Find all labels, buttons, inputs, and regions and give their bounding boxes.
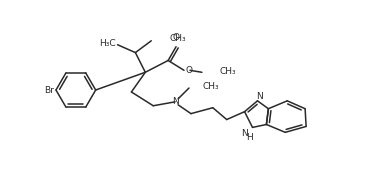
Text: N: N	[256, 92, 263, 101]
Text: CH₃: CH₃	[169, 34, 186, 43]
Text: H: H	[246, 133, 253, 142]
Text: N: N	[241, 129, 248, 138]
Text: N: N	[172, 97, 178, 106]
Text: Br: Br	[44, 85, 54, 94]
Text: O: O	[172, 33, 180, 42]
Text: CH₃: CH₃	[203, 82, 220, 90]
Text: CH₃: CH₃	[220, 67, 236, 76]
Text: H₃C: H₃C	[99, 39, 116, 48]
Text: O: O	[185, 66, 192, 75]
